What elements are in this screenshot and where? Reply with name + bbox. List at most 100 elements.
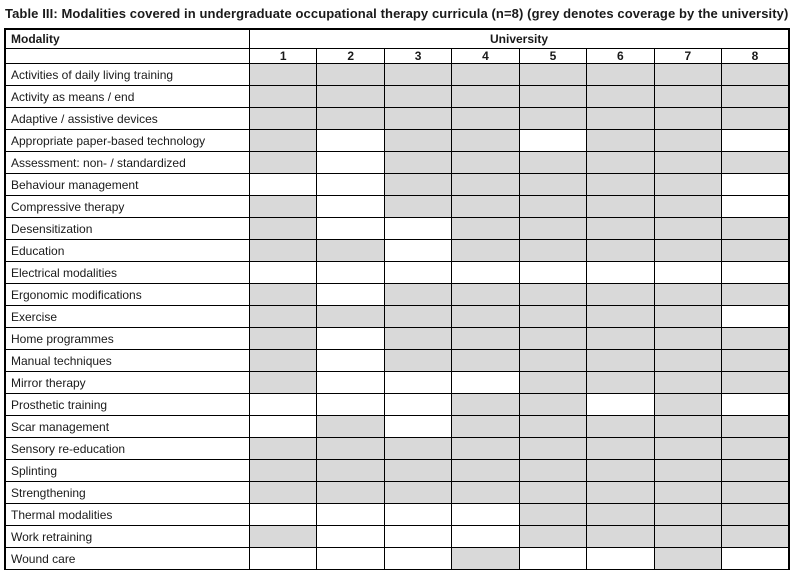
university-number-3: 3 bbox=[383, 48, 453, 64]
coverage-cell-university-3 bbox=[383, 415, 453, 438]
coverage-cell-university-3 bbox=[383, 503, 453, 526]
coverage-cell-university-4 bbox=[451, 327, 520, 350]
coverage-cell-university-1 bbox=[249, 305, 318, 328]
coverage-cell-university-7 bbox=[653, 195, 723, 218]
table-row: Adaptive / assistive devices bbox=[4, 107, 790, 130]
modality-label: Education bbox=[4, 239, 251, 262]
coverage-cell-university-7 bbox=[653, 525, 723, 548]
coverage-cell-university-7 bbox=[653, 393, 723, 416]
coverage-cell-university-4 bbox=[451, 415, 520, 438]
coverage-cell-university-4 bbox=[451, 525, 520, 548]
coverage-cell-university-3 bbox=[383, 151, 453, 174]
coverage-cell-university-2 bbox=[316, 349, 385, 372]
coverage-cell-university-8 bbox=[721, 503, 790, 526]
coverage-cell-university-4 bbox=[451, 63, 520, 86]
table-row: Desensitization bbox=[4, 217, 790, 240]
coverage-cell-university-3 bbox=[383, 393, 453, 416]
modality-label: Sensory re-education bbox=[4, 437, 251, 460]
coverage-cell-university-7 bbox=[653, 371, 723, 394]
coverage-cell-university-8 bbox=[721, 217, 790, 240]
coverage-cell-university-1 bbox=[249, 85, 318, 108]
coverage-cell-university-6 bbox=[586, 107, 655, 130]
coverage-cell-university-3 bbox=[383, 305, 453, 328]
coverage-cell-university-7 bbox=[653, 305, 723, 328]
coverage-cell-university-6 bbox=[586, 459, 655, 482]
coverage-cell-university-1 bbox=[249, 261, 318, 284]
table-row: Activities of daily living training bbox=[4, 63, 790, 86]
table-title: Table III: Modalities covered in undergr… bbox=[5, 6, 789, 21]
coverage-cell-university-7 bbox=[653, 239, 723, 262]
coverage-cell-university-3 bbox=[383, 481, 453, 504]
coverage-cell-university-1 bbox=[249, 217, 318, 240]
coverage-cell-university-6 bbox=[586, 525, 655, 548]
coverage-cell-university-7 bbox=[653, 437, 723, 460]
coverage-cell-university-3 bbox=[383, 261, 453, 284]
coverage-cell-university-2 bbox=[316, 261, 385, 284]
coverage-cell-university-2 bbox=[316, 393, 385, 416]
modality-label: Compressive therapy bbox=[4, 195, 251, 218]
table-row: Work retraining bbox=[4, 525, 790, 548]
coverage-cell-university-4 bbox=[451, 173, 520, 196]
table-row: Education bbox=[4, 239, 790, 262]
coverage-cell-university-5 bbox=[518, 107, 588, 130]
coverage-cell-university-6 bbox=[586, 547, 655, 570]
modality-label: Wound care bbox=[4, 547, 251, 570]
coverage-cell-university-6 bbox=[586, 481, 655, 504]
table-row: Scar management bbox=[4, 415, 790, 438]
coverage-cell-university-4 bbox=[451, 283, 520, 306]
modality-label: Activity as means / end bbox=[4, 85, 251, 108]
coverage-cell-university-3 bbox=[383, 371, 453, 394]
university-group-header: University bbox=[249, 28, 790, 49]
coverage-cell-university-7 bbox=[653, 261, 723, 284]
coverage-cell-university-8 bbox=[721, 173, 790, 196]
modality-label: Strengthening bbox=[4, 481, 251, 504]
university-number-1: 1 bbox=[249, 48, 318, 64]
coverage-cell-university-7 bbox=[653, 283, 723, 306]
coverage-cell-university-2 bbox=[316, 459, 385, 482]
coverage-cell-university-7 bbox=[653, 547, 723, 570]
coverage-cell-university-8 bbox=[721, 129, 790, 152]
modality-label: Activities of daily living training bbox=[4, 63, 251, 86]
coverage-cell-university-8 bbox=[721, 437, 790, 460]
coverage-cell-university-4 bbox=[451, 129, 520, 152]
coverage-cell-university-2 bbox=[316, 239, 385, 262]
coverage-cell-university-1 bbox=[249, 349, 318, 372]
coverage-cell-university-6 bbox=[586, 85, 655, 108]
coverage-cell-university-2 bbox=[316, 283, 385, 306]
coverage-cell-university-8 bbox=[721, 349, 790, 372]
coverage-cell-university-6 bbox=[586, 393, 655, 416]
coverage-cell-university-4 bbox=[451, 305, 520, 328]
coverage-cell-university-2 bbox=[316, 525, 385, 548]
coverage-cell-university-4 bbox=[451, 85, 520, 108]
coverage-cell-university-3 bbox=[383, 327, 453, 350]
table-row: Strengthening bbox=[4, 481, 790, 504]
coverage-cell-university-2 bbox=[316, 173, 385, 196]
coverage-cell-university-4 bbox=[451, 195, 520, 218]
coverage-cell-university-2 bbox=[316, 503, 385, 526]
coverage-cell-university-3 bbox=[383, 173, 453, 196]
modality-label: Mirror therapy bbox=[4, 371, 251, 394]
coverage-cell-university-7 bbox=[653, 349, 723, 372]
coverage-cell-university-5 bbox=[518, 437, 588, 460]
university-number-8: 8 bbox=[721, 48, 790, 64]
coverage-cell-university-5 bbox=[518, 349, 588, 372]
modality-label: Scar management bbox=[4, 415, 251, 438]
coverage-cell-university-2 bbox=[316, 151, 385, 174]
coverage-cell-university-1 bbox=[249, 63, 318, 86]
coverage-cell-university-8 bbox=[721, 525, 790, 548]
coverage-cell-university-7 bbox=[653, 415, 723, 438]
coverage-cell-university-1 bbox=[249, 371, 318, 394]
coverage-cell-university-5 bbox=[518, 173, 588, 196]
coverage-cell-university-1 bbox=[249, 437, 318, 460]
table-row: Compressive therapy bbox=[4, 195, 790, 218]
coverage-cell-university-2 bbox=[316, 371, 385, 394]
coverage-cell-university-5 bbox=[518, 305, 588, 328]
coverage-cell-university-8 bbox=[721, 547, 790, 570]
coverage-cell-university-5 bbox=[518, 239, 588, 262]
coverage-cell-university-3 bbox=[383, 283, 453, 306]
coverage-cell-university-3 bbox=[383, 349, 453, 372]
coverage-cell-university-8 bbox=[721, 305, 790, 328]
